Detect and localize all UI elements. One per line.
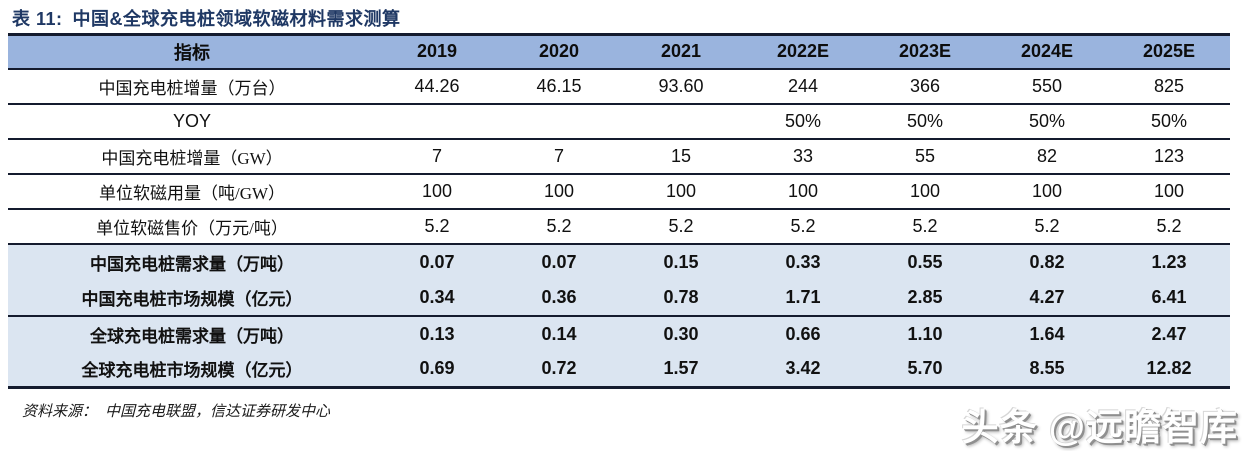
data-table: 指标 2019 2020 2021 2022E 2023E 2024E 2025… [8,33,1230,389]
cell: 100 [864,173,986,210]
header-cell-2023e: 2023E [864,33,986,70]
row-label: 单位软磁售价（万元/吨） [8,208,376,245]
cell: 100 [498,173,620,210]
cell: 0.36 [498,279,620,317]
cell: 0.55 [864,243,986,280]
cell [498,103,620,140]
cell: 3.42 [742,351,864,389]
table-row-china-increment-gw: 中国充电桩增量（GW） 7 7 15 33 55 82 123 [8,138,1230,175]
cell: 0.78 [620,279,742,317]
header-cell-2025e: 2025E [1108,33,1230,70]
row-label: 全球充电桩需求量（万吨） [8,315,376,352]
header-cell-2020: 2020 [498,33,620,70]
cell: 366 [864,68,986,105]
cell: 1.10 [864,315,986,352]
cell: 100 [620,173,742,210]
cell: 5.2 [1108,208,1230,245]
table-row-china-demand: 中国充电桩需求量（万吨） 0.07 0.07 0.15 0.33 0.55 0.… [8,243,1230,280]
cell: 1.71 [742,279,864,317]
cell: 50% [1108,103,1230,140]
cell: 6.41 [1108,279,1230,317]
header-cell-2021: 2021 [620,33,742,70]
source-note: 资料来源： 中国充电联盟，信达证券研发中心 [22,400,330,421]
cell: 93.60 [620,68,742,105]
cell: 7 [498,138,620,175]
row-label: 中国充电桩需求量（万吨） [8,243,376,280]
cell: 5.2 [742,208,864,245]
table-number: 表 11: [12,9,63,29]
cell: 50% [742,103,864,140]
header-cell-indicator: 指标 [8,33,376,70]
cell: 50% [986,103,1108,140]
cell: 15 [620,138,742,175]
cell: 50% [864,103,986,140]
row-label: 中国充电桩增量（GW） [8,138,376,175]
cell: 5.70 [864,351,986,389]
cell: 0.69 [376,351,498,389]
row-label: 中国充电桩市场规模（亿元） [8,279,376,317]
cell: 8.55 [986,351,1108,389]
cell: 1.57 [620,351,742,389]
cell: 100 [742,173,864,210]
cell: 44.26 [376,68,498,105]
cell: 123 [1108,138,1230,175]
cell: 5.2 [498,208,620,245]
watermark: 头条 @远瞻智库 [961,407,1238,448]
cell: 46.15 [498,68,620,105]
cell: 2.85 [864,279,986,317]
cell: 0.34 [376,279,498,317]
row-label: 单位软磁用量（吨/GW） [8,173,376,210]
table-row-china-market-size: 中国充电桩市场规模（亿元） 0.34 0.36 0.78 1.71 2.85 4… [8,279,1230,317]
cell: 0.66 [742,315,864,352]
table-title: 表 11: 中国&全球充电桩领域软磁材料需求测算 [12,5,401,31]
table-row-china-increment-units: 中国充电桩增量（万台） 44.26 46.15 93.60 244 366 55… [8,68,1230,105]
cell: 82 [986,138,1108,175]
cell: 5.2 [864,208,986,245]
row-label: 中国充电桩增量（万台） [8,68,376,105]
table-row-global-demand: 全球充电桩需求量（万吨） 0.13 0.14 0.30 0.66 1.10 1.… [8,315,1230,352]
cell: 2.47 [1108,315,1230,352]
cell: 825 [1108,68,1230,105]
cell: 0.07 [498,243,620,280]
cell: 0.13 [376,315,498,352]
cell [376,103,498,140]
table-title-text: 中国&全球充电桩领域软磁材料需求测算 [72,9,401,29]
table-row-unit-usage: 单位软磁用量（吨/GW） 100 100 100 100 100 100 100 [8,173,1230,210]
row-label: 全球充电桩市场规模（亿元） [8,351,376,389]
cell: 100 [1108,173,1230,210]
header-cell-2019: 2019 [376,33,498,70]
cell: 5.2 [986,208,1108,245]
cell: 550 [986,68,1108,105]
cell: 0.82 [986,243,1108,280]
cell: 0.15 [620,243,742,280]
table-header-row: 指标 2019 2020 2021 2022E 2023E 2024E 2025… [8,33,1230,70]
cell [620,103,742,140]
cell: 4.27 [986,279,1108,317]
header-cell-2024e: 2024E [986,33,1108,70]
cell: 5.2 [376,208,498,245]
row-label: YOY [8,103,376,140]
cell: 100 [376,173,498,210]
header-cell-2022e: 2022E [742,33,864,70]
cell: 0.33 [742,243,864,280]
table-row-global-market-size: 全球充电桩市场规模（亿元） 0.69 0.72 1.57 3.42 5.70 8… [8,351,1230,389]
cell: 0.30 [620,315,742,352]
cell: 1.23 [1108,243,1230,280]
cell: 0.14 [498,315,620,352]
table-row-unit-price: 单位软磁售价（万元/吨） 5.2 5.2 5.2 5.2 5.2 5.2 5.2 [8,208,1230,245]
cell: 244 [742,68,864,105]
source-text: 中国充电联盟，信达证券研发中心 [105,404,331,420]
cell: 0.72 [498,351,620,389]
cell: 33 [742,138,864,175]
table-row-yoy: YOY 50% 50% 50% 50% [8,103,1230,140]
cell: 55 [864,138,986,175]
cell: 100 [986,173,1108,210]
cell: 12.82 [1108,351,1230,389]
cell: 1.64 [986,315,1108,352]
cell: 7 [376,138,498,175]
cell: 5.2 [620,208,742,245]
source-label: 资料来源： [22,404,98,420]
cell: 0.07 [376,243,498,280]
